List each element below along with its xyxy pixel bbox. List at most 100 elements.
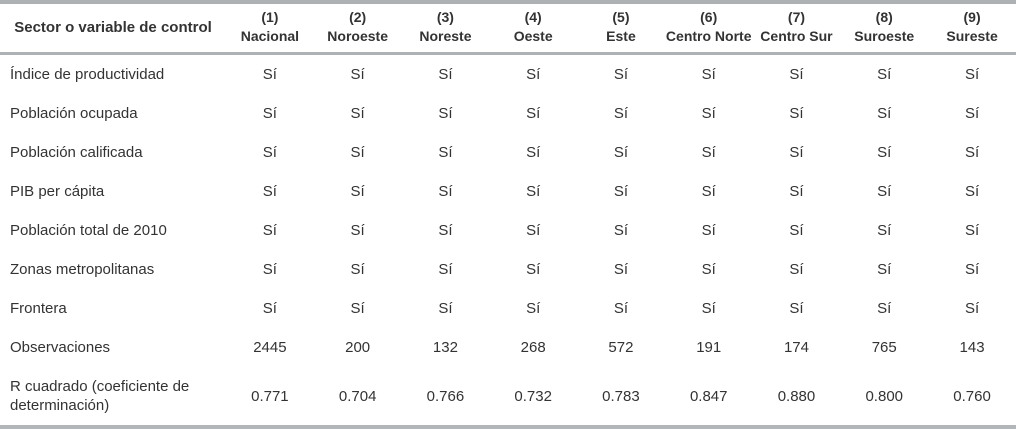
table-cell: 2445: [253, 339, 287, 356]
column-number: (2): [349, 9, 367, 25]
column-header: (2) Noroeste: [313, 2, 402, 55]
table-cell: Sí: [350, 144, 365, 161]
table-cell: 0.783: [602, 387, 640, 405]
table-cell: Sí: [789, 183, 804, 200]
column-name: Centro Norte: [665, 28, 752, 44]
column-header: (7) Centro Sur: [752, 2, 841, 55]
column-name: Este: [606, 28, 636, 44]
column-header: (5) Este: [577, 2, 665, 55]
table-cell: Sí: [262, 144, 277, 161]
table-cell: Sí: [438, 144, 453, 161]
table-cell: Sí: [613, 144, 629, 161]
table-cell: 191: [696, 339, 722, 356]
table-cell: Sí: [613, 105, 629, 122]
table-cell: Sí: [262, 66, 277, 83]
row-label-text: Zonas metropolitanas: [10, 261, 155, 278]
table-cell: Sí: [964, 300, 980, 317]
column-name: Noroeste: [327, 28, 388, 44]
table-cell: 200: [345, 339, 371, 356]
column-name: Suroeste: [854, 28, 915, 44]
column-number: (7): [787, 9, 806, 25]
table-cell: Sí: [877, 222, 892, 239]
column-number: (4): [524, 9, 542, 25]
row-label: PIB per cápita: [0, 172, 226, 211]
table-cell: Sí: [613, 261, 629, 278]
table-row: Observaciones 2445 200 132 268 572 191 174 765 14…: [0, 328, 1016, 367]
table-cell: Sí: [350, 222, 365, 239]
table-cell: Sí: [262, 222, 277, 239]
table-cell: Sí: [877, 105, 892, 122]
table-cell: Sí: [964, 66, 980, 83]
row-label: Población ocupada: [0, 94, 226, 133]
table-cell: Sí: [526, 183, 541, 200]
table-cell: Sí: [613, 222, 629, 239]
table-cell: Sí: [438, 183, 453, 200]
row-label: Índice de productividad: [0, 54, 226, 95]
table-cell: Sí: [438, 222, 453, 239]
column-name: Sureste: [946, 28, 998, 44]
table-row: Población total de 2010 Sí Sí Sí Sí Sí Sí Sí Sí S…: [0, 211, 1016, 250]
column-name: Noreste: [419, 28, 472, 44]
column-number: (6): [700, 9, 718, 25]
column-header: (3) Noreste: [401, 2, 490, 55]
table-row: Población ocupada Sí Sí Sí Sí Sí Sí Sí Sí Sí: [0, 94, 1016, 133]
table-cell: Sí: [613, 183, 629, 200]
column-number: (9): [963, 9, 981, 25]
table-cell: 143: [959, 339, 985, 356]
table-cell: Sí: [877, 300, 892, 317]
table-cell: Sí: [789, 222, 804, 239]
table-cell: Sí: [701, 144, 716, 161]
table-cell: 572: [608, 339, 634, 356]
table-cell: Sí: [526, 300, 541, 317]
table-cell: 268: [520, 339, 546, 356]
table-cell: Sí: [438, 261, 453, 278]
column-number: (8): [875, 9, 893, 25]
table-row: Índice de productividad Sí Sí Sí Sí Sí Sí Sí Sí S…: [0, 54, 1016, 95]
table-cell: 174: [783, 339, 809, 356]
table-head: Sector o variable de control (1) Nacional…: [0, 2, 1016, 55]
row-label-text: Población calificada: [10, 144, 143, 161]
table-cell: Sí: [526, 66, 541, 83]
table-row: Población calificada Sí Sí Sí Sí Sí Sí Sí Sí Sí: [0, 133, 1016, 172]
column-header: (8) Suroeste: [840, 2, 929, 55]
table-cell: 0.800: [865, 387, 904, 405]
table-cell: Sí: [613, 300, 629, 317]
column-header: (6) Centro Norte: [664, 2, 753, 55]
table-cell: Sí: [526, 222, 541, 239]
table-cell: 0.732: [514, 387, 552, 405]
table-row: Zonas metropolitanas Sí Sí Sí Sí Sí Sí Sí Sí Sí: [0, 250, 1016, 289]
row-label-text: Población ocupada: [10, 105, 138, 122]
table-cell: 0.771: [251, 387, 289, 405]
row-label-text: Frontera: [10, 300, 67, 317]
table-cell: Sí: [789, 66, 804, 83]
row-label: Población total de 2010: [0, 211, 226, 250]
table-cell: Sí: [350, 261, 365, 278]
row-label-text: Índice de productividad: [10, 66, 165, 83]
table-cell: Sí: [964, 183, 980, 200]
table-cell: Sí: [789, 144, 804, 161]
table-cell: Sí: [262, 105, 277, 122]
table-row: PIB per cápita Sí Sí Sí Sí Sí Sí Sí Sí Sí: [0, 172, 1016, 211]
table-cell: Sí: [789, 105, 804, 122]
table-cell: 132: [432, 339, 458, 356]
column-header: (1) Nacional: [226, 2, 314, 55]
row-label-text: R cuadrado (coeficiente de determinación…: [10, 378, 190, 414]
row-label: Observaciones: [0, 328, 226, 367]
table-cell: Sí: [526, 144, 541, 161]
table-body: Índice de productividad Sí Sí Sí Sí Sí Sí Sí Sí S…: [0, 54, 1016, 428]
table-cell: 0.766: [426, 387, 465, 405]
row-label: Población calificada: [0, 133, 226, 172]
table-cell: Sí: [438, 66, 453, 83]
corner-header: Sector o variable de control: [0, 2, 226, 55]
table-cell: Sí: [613, 66, 629, 83]
row-label-text: Población total de 2010: [10, 222, 167, 239]
row-label-text: PIB per cápita: [10, 183, 105, 200]
table-cell: 0.760: [953, 387, 991, 405]
column-header: (9) Sureste: [928, 2, 1016, 55]
row-label-text: Observaciones: [10, 339, 111, 356]
table-cell: Sí: [262, 261, 277, 278]
table-cell: Sí: [964, 144, 980, 161]
table-cell: 0.880: [777, 387, 816, 405]
column-name: Oeste: [513, 28, 553, 44]
